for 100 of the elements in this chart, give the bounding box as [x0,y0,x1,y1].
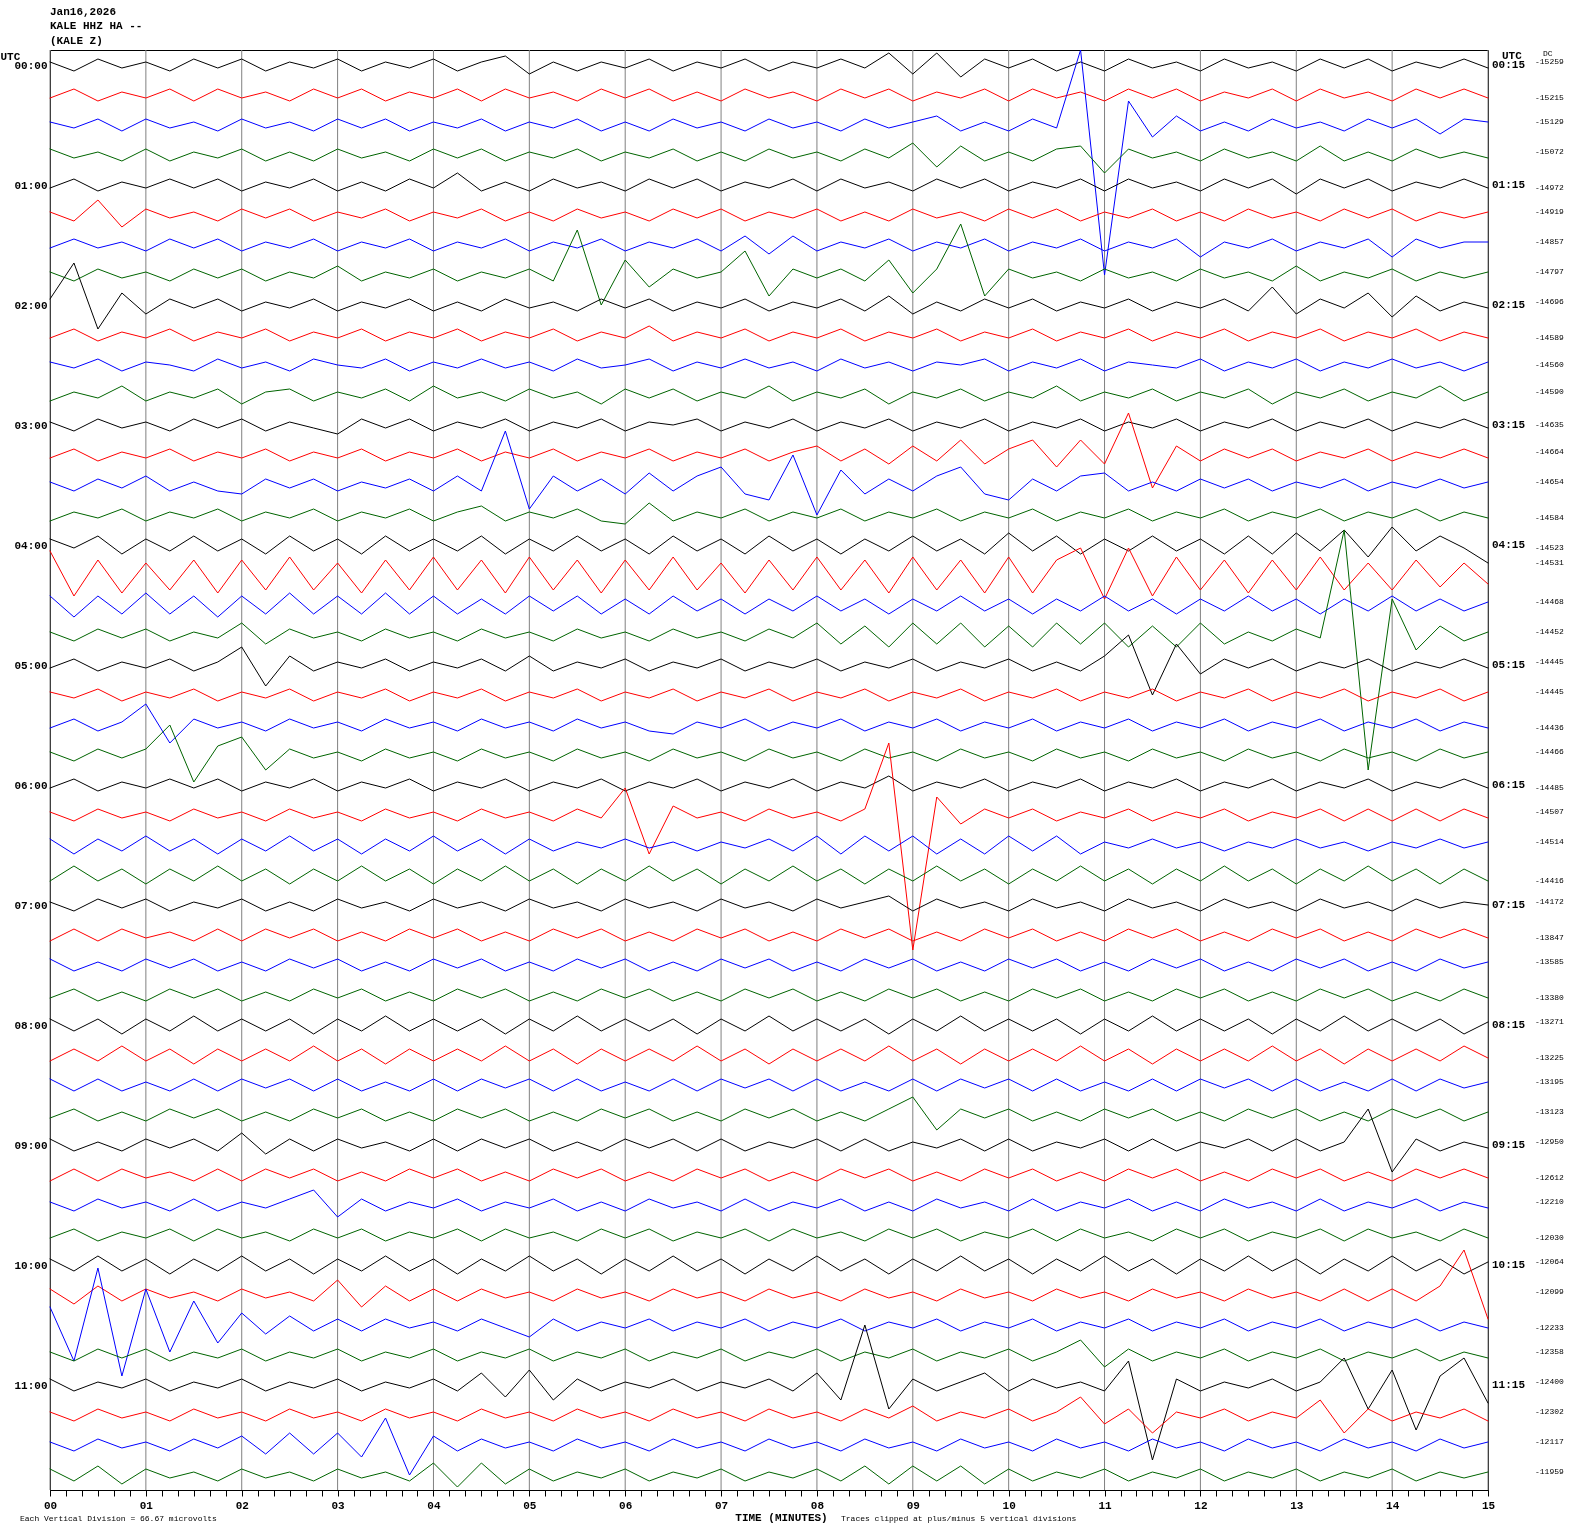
line-series [49,742,1489,951]
line-series [49,1339,1489,1368]
text: -14635 [1535,420,1564,429]
x-tick-label: 05 [523,1499,537,1512]
text: -15129 [1535,117,1564,126]
text: -14797 [1535,267,1564,276]
line-series [49,835,1489,855]
text: -14445 [1535,657,1564,666]
x-tick-label: 09 [906,1499,920,1512]
text: -12233 [1535,1323,1564,1332]
x-tick-label: 07 [714,1499,729,1512]
y2-axis-title: UTC [1502,50,1523,62]
line-series [49,1096,1489,1131]
y2-tick-label: 07:15 [1492,899,1526,911]
y-tick-label: 03:00 [14,419,48,432]
line-series [49,688,1489,702]
line-series [49,1189,1489,1218]
y2-tick-label: 09:15 [1492,1139,1526,1151]
line-series [49,703,1489,744]
text: -12030 [1535,1233,1564,1242]
text: -15259 [1535,57,1564,66]
text: -13225 [1535,1053,1564,1062]
text: -14416 [1535,876,1564,885]
x-tick-label: 04 [427,1499,441,1512]
text: -13271 [1535,1017,1564,1026]
text: -14919 [1535,207,1564,216]
x-axis-title: TIME (MINUTES) [735,1511,828,1524]
y2-tick-label: 01:15 [1492,179,1526,191]
text: -14590 [1535,387,1564,396]
line-series [49,430,1489,516]
y-tick-label: 06:00 [14,779,48,792]
line-series [49,142,1489,174]
text: -14445 [1535,687,1564,696]
text: -14507 [1535,807,1564,816]
line-series [49,1228,1489,1242]
text: -14654 [1535,477,1564,486]
line-series [49,88,1489,102]
y2-tick-label: 00:15 [1492,59,1526,71]
line-series [49,988,1489,1002]
line-series [49,1045,1489,1065]
text: -15215 [1535,93,1564,102]
y2-tick-label: 08:15 [1492,1019,1526,1031]
x-tick-label: 14 [1386,1499,1400,1512]
y2-tick-label: 05:15 [1492,659,1526,671]
x-tick-label: 06 [619,1499,633,1512]
line-series [49,172,1489,195]
text: -14468 [1535,597,1564,606]
line-series [49,1396,1489,1434]
line-series [49,325,1489,342]
text: -14584 [1535,513,1564,522]
text: -14972 [1535,183,1564,192]
text: -13380 [1535,993,1564,1002]
text: Traces clipped at plus/minus 5 vertical divisions [841,1514,1077,1523]
y-tick-label: 05:00 [14,659,48,672]
line-series [49,49,1489,276]
text: -15072 [1535,147,1564,156]
text: -14589 [1535,333,1564,342]
y-tick-label: 07:00 [14,899,48,912]
text: -14696 [1535,297,1564,306]
line-series [49,865,1489,885]
line-series [49,1417,1489,1476]
text: -13123 [1535,1107,1564,1116]
text: -12358 [1535,1347,1564,1356]
y2-tick-label: 11:15 [1492,1379,1526,1391]
line-series [49,592,1489,618]
line-series [49,958,1489,972]
line-series [49,895,1489,912]
text: -14560 [1535,360,1564,369]
line-series [49,1078,1489,1092]
text: -14452 [1535,627,1564,636]
line-series [49,358,1489,372]
y2-tick-label: 06:15 [1492,779,1526,791]
text: -12302 [1535,1407,1564,1416]
line-series [49,418,1489,435]
y-tick-label: 02:00 [14,299,48,312]
y2-tick-label: 04:15 [1492,539,1526,551]
text: -12064 [1535,1257,1564,1266]
line-series [49,1168,1489,1182]
chart-subtitle: KALE HHZ HA -- (KALE Z) [50,19,143,47]
line-series [49,1249,1489,1320]
text: -14531 [1535,558,1564,567]
text: -14172 [1535,897,1564,906]
x-tick-label: 13 [1290,1499,1304,1512]
x-tick-label: 03 [331,1499,346,1512]
text: -12210 [1535,1197,1564,1206]
x-tick-label: 11 [1098,1499,1113,1512]
text: -14857 [1535,237,1564,246]
legend-title: DC [1543,49,1553,58]
x-tick-label: 02 [235,1499,249,1512]
text: -14523 [1535,543,1564,552]
text: -12612 [1535,1173,1564,1182]
text: -14485 [1535,783,1564,792]
line-series [49,634,1489,696]
line-series [49,385,1489,405]
line-series [49,199,1489,228]
text: -13585 [1535,957,1564,966]
x-tick-label: 01 [139,1499,154,1512]
line-series [49,502,1489,525]
y2-tick-label: 02:15 [1492,299,1526,311]
line-series [49,262,1489,330]
